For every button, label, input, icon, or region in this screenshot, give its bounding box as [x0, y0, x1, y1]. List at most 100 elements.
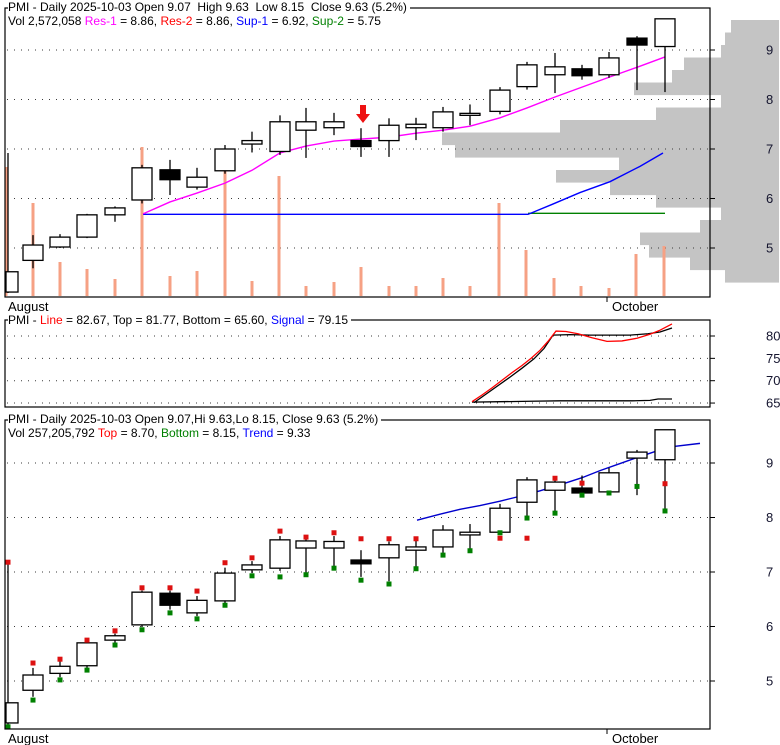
candle-body-up — [22, 244, 44, 262]
volume-bar — [662, 246, 666, 296]
bottom-marker — [467, 548, 473, 554]
panel1-legend-row: Vol 2,572,058 Res-1 = 8.86, Res-2 = 8.86… — [8, 15, 384, 28]
candle-body-up — [489, 507, 511, 533]
candle-body-up — [186, 599, 208, 614]
top-marker — [277, 528, 283, 534]
y-axis-label: 5 — [766, 674, 773, 689]
bottom-marker — [524, 515, 530, 521]
top-marker — [303, 534, 309, 540]
bottom-marker — [277, 574, 283, 580]
candle-body-up — [598, 472, 620, 493]
candle-body-up — [104, 635, 126, 641]
bottom-marker — [386, 581, 392, 587]
bottom-marker — [112, 642, 118, 648]
bottom-line — [471, 398, 672, 403]
bottom-marker — [331, 565, 337, 571]
candle-body-down — [159, 592, 181, 606]
candle-body-up — [654, 18, 676, 48]
volume-bar — [441, 278, 445, 296]
legend-segment: Signal — [270, 313, 305, 327]
candle-body-down — [350, 139, 372, 148]
candle-body-up — [131, 167, 153, 201]
y-axis-label: 80 — [766, 329, 780, 344]
candle-body-up — [214, 572, 236, 602]
month-label: August — [8, 731, 49, 745]
volume-bar — [634, 254, 638, 296]
candle-body-up — [22, 674, 44, 691]
candle-body-up — [432, 111, 454, 129]
panel3-legend-row: Vol 257,205,792 Top = 8.70, Bottom = 8.1… — [8, 426, 314, 440]
legend-segment: = 9.33 — [273, 426, 311, 440]
top-marker — [57, 656, 63, 662]
legend-segment: = 8.86, — [192, 14, 237, 28]
volume-profile-row — [656, 107, 779, 121]
y-axis-label: 7 — [766, 142, 773, 157]
candle-body-down — [626, 37, 648, 46]
bottom-marker — [222, 602, 228, 608]
bottom-marker — [497, 530, 503, 536]
candle-body-up — [295, 540, 317, 549]
candle-body-up — [241, 564, 263, 571]
indicator-line — [471, 323, 673, 403]
bottom-marker — [194, 616, 200, 622]
candle-body-up — [269, 539, 291, 569]
volume-bar — [140, 147, 144, 296]
candle-body-up — [432, 529, 454, 548]
volume-profile-row — [634, 82, 779, 96]
y-axis-label: 75 — [766, 351, 780, 366]
y-axis-label: 5 — [766, 241, 773, 256]
panel3-title-row: PMI - Daily 2025-10-03 Open 9.07,Hi 9.63… — [8, 412, 382, 426]
y-axis-label: 70 — [766, 373, 780, 388]
down-arrow-icon — [360, 105, 366, 114]
candle-body-up — [544, 481, 566, 491]
volume-profile-row — [455, 145, 779, 158]
legend-segment: Trend — [242, 426, 274, 440]
top-marker — [84, 637, 90, 643]
legend-segment: Line — [40, 313, 63, 327]
legend-segment: PMI - Daily 2025-10-03 Open 9.07,Hi 9.63… — [8, 412, 379, 426]
bottom-marker — [606, 490, 612, 496]
bottom-marker — [358, 577, 364, 583]
top-marker — [358, 536, 364, 542]
volume-bar — [497, 203, 501, 296]
legend-segment: = 6.92, — [268, 14, 312, 28]
candle-body-up — [323, 540, 345, 549]
volume-bar — [414, 286, 418, 296]
sup-1-line — [143, 152, 664, 216]
candle-body-up — [654, 429, 676, 461]
volume-profile-row — [442, 132, 779, 146]
volume-profile-row — [560, 120, 779, 133]
legend-segment: Sup-2 — [311, 14, 344, 28]
legend-segment: Vol 2,572,058 — [8, 14, 85, 28]
panel-border — [4, 419, 711, 730]
volume-bar — [332, 282, 336, 296]
panel1-month-axis: August October — [0, 299, 780, 314]
volume-profile-row — [721, 45, 779, 58]
candle-body-up — [323, 121, 345, 129]
candle-body-up — [378, 124, 400, 142]
legend-segment: PMI - — [8, 313, 40, 327]
candle-body-up — [295, 121, 317, 131]
bottom-marker — [139, 627, 145, 633]
y-axis-label: 9 — [766, 43, 773, 58]
volume-profile-row — [684, 57, 779, 71]
res-1-line — [142, 56, 666, 215]
top-marker — [30, 660, 36, 666]
legend-segment: PMI - Daily 2025-10-03 Open 9.07 High 9.… — [8, 0, 407, 14]
y-axis-label: 9 — [766, 456, 773, 471]
top-marker — [662, 481, 668, 487]
panel2-title-row: PMI - Line = 82.67, Top = 81.77, Bottom … — [8, 313, 352, 327]
top-marker — [386, 536, 392, 542]
candle-body-up — [186, 176, 208, 188]
volume-bar — [195, 271, 199, 296]
legend-segment: Res-2 — [160, 14, 193, 28]
candle-body-up — [459, 531, 481, 536]
legend-segment: Bottom — [160, 426, 199, 440]
candle-body-up — [269, 121, 291, 153]
bottom-marker — [440, 552, 446, 558]
volume-bar — [304, 286, 308, 296]
volume-profile-row — [672, 70, 779, 83]
y-axis-label: 65 — [766, 396, 780, 411]
